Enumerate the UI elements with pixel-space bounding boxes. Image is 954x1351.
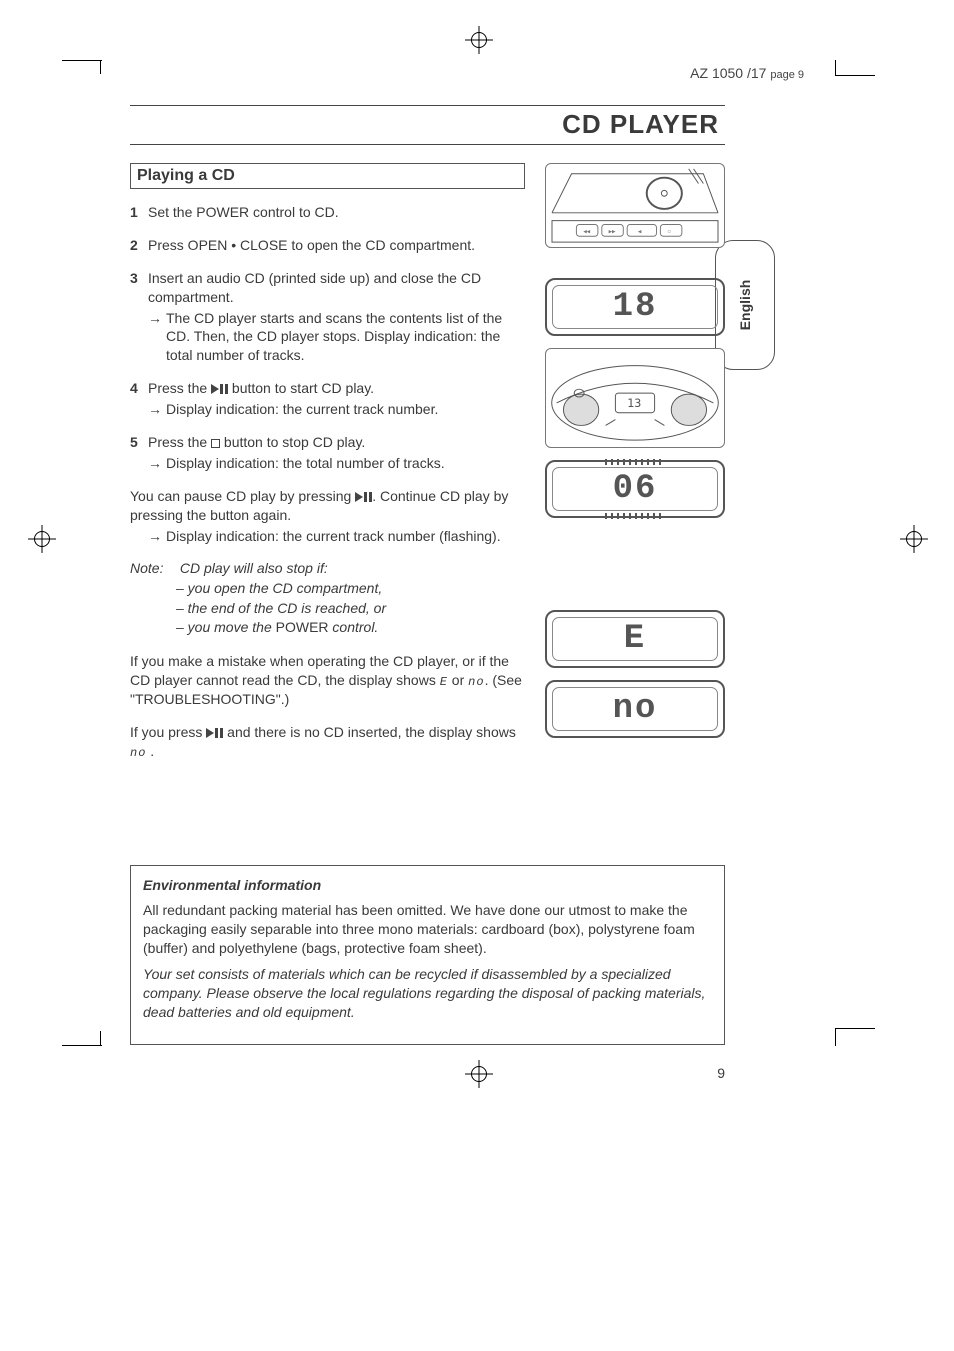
pause-arrow-text: Display indication: the current track nu… [166,527,501,546]
step-2-text: Press OPEN • CLOSE to open the CD compar… [148,236,525,255]
pause-icon [364,492,372,502]
step-3-num: 3 [130,269,148,365]
error-no: no [468,675,484,689]
arrow-icon: → [148,309,166,366]
display-E: E [545,610,725,668]
error-b: or [448,672,468,688]
step-5-arrow: → Display indication: the total number o… [148,454,525,473]
section-title: CD PLAYER [130,105,725,145]
display-18-val: 18 [613,288,658,326]
note-i3c: control. [329,619,379,635]
env-p2: Your set consists of materials which can… [143,965,712,1022]
note-label: Note: [130,559,176,579]
reg-mark-top [465,26,493,54]
reg-mark-left [28,525,56,553]
svg-text:◂: ◂ [638,228,642,235]
step-4-num: 4 [130,379,148,419]
svg-text:▸▸: ▸▸ [609,228,616,235]
nodisc-para: If you press and there is no CD inserted… [130,723,525,761]
pause-arrow: → Display indication: the current track … [148,527,525,546]
nodisc-b: and there is no CD inserted, the display… [223,724,516,740]
svg-text:○: ○ [667,228,671,235]
step-2-num: 2 [130,236,148,255]
step-5-arrow-text: Display indication: the total number of … [166,454,445,473]
step-4-text-a: Press the [148,380,211,396]
left-column: Playing a CD 1 Set the POWER control to … [130,163,545,775]
content: Playing a CD 1 Set the POWER control to … [130,163,725,775]
pause-icon [220,384,228,394]
stop-icon [211,439,220,448]
page-number: 9 [85,1065,725,1081]
illus-device: 13 [545,348,725,448]
pause-para: You can pause CD play by pressing . Cont… [130,487,525,546]
step-5-text-a: Press the [148,434,211,450]
play-icon [211,384,219,394]
note-i1: – you open the CD compartment, [176,579,525,599]
pause-a: You can pause CD play by pressing [130,488,355,504]
step-4-arrow: → Display indication: the current track … [148,400,525,419]
display-E-val: E [624,620,646,658]
svg-text:13: 13 [627,396,641,410]
step-4-text-b: button to start CD play. [228,380,374,396]
step-4: 4 Press the button to start CD play. → D… [130,379,525,419]
note-i2: – the end of the CD is reached, or [176,599,525,619]
nodisc-c: . [146,743,154,759]
step-4-body: Press the button to start CD play. → Dis… [148,379,525,419]
step-5-num: 5 [130,433,148,473]
language-label: English [737,280,753,331]
env-p1: All redundant packing material has been … [143,901,712,958]
step-2: 2 Press OPEN • CLOSE to open the CD comp… [130,236,525,255]
error-E: E [440,675,448,689]
cd-open-svg: ◂◂ ▸▸ ◂ ○ [546,164,724,247]
nodisc-no: no [130,746,146,760]
note-i3b: POWER [276,619,329,635]
step-1-text: Set the POWER control to CD. [148,203,525,222]
display-06-val: 06 [613,470,658,508]
nodisc-a: If you press [130,724,206,740]
note-intro: CD play will also stop if: [180,560,328,576]
step-3: 3 Insert an audio CD (printed side up) a… [130,269,525,365]
step-3-text: Insert an audio CD (printed side up) and… [148,270,481,305]
device-svg: 13 [546,349,724,447]
display-no: no [545,680,725,738]
page: CD PLAYER English Playing a CD 1 Set the… [85,60,870,1081]
error-para: If you make a mistake when operating the… [130,652,525,709]
step-4-arrow-text: Display indication: the current track nu… [166,400,438,419]
step-1: 1 Set the POWER control to CD. [130,203,525,222]
note-i3: – you move the POWER control. [176,618,525,638]
step-5-text-b: button to stop CD play. [220,434,365,450]
env-title: Environmental information [143,876,712,895]
illus-cd-open: ◂◂ ▸▸ ◂ ○ [545,163,725,248]
display-no-val: no [613,690,658,728]
arrow-icon: → [148,400,166,419]
reg-mark-right [900,525,928,553]
step-3-body: Insert an audio CD (printed side up) and… [148,269,525,365]
arrow-icon: → [148,454,166,473]
arrow-icon: → [148,527,166,546]
environmental-box: Environmental information All redundant … [130,865,725,1045]
display-18: 18 [545,278,725,336]
play-icon [355,492,363,502]
display-06: 06 [545,460,725,518]
step-5: 5 Press the button to stop CD play. → Di… [130,433,525,473]
step-3-arrow: → The CD player starts and scans the con… [148,309,525,366]
step-3-arrow-text: The CD player starts and scans the conte… [166,309,525,366]
svg-text:◂◂: ◂◂ [583,228,590,235]
sub-heading: Playing a CD [130,163,525,189]
step-5-body: Press the button to stop CD play. → Disp… [148,433,525,473]
play-icon [206,728,214,738]
step-1-num: 1 [130,203,148,222]
right-column: ◂◂ ▸▸ ◂ ○ 18 13 [545,163,725,775]
note-i3a: – you move the [176,619,276,635]
note-block: Note: CD play will also stop if: – you o… [130,559,525,637]
